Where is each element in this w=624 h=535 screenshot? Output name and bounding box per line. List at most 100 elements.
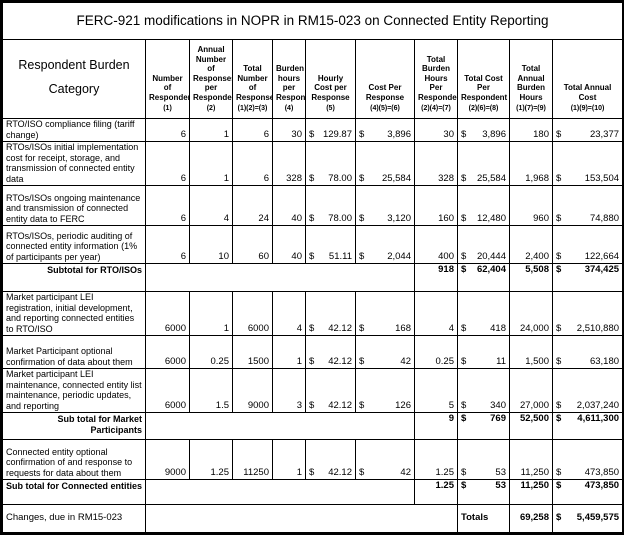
subtotal-row-connected-entities: Sub total for Connected entities 1.25 $5… [2, 479, 624, 505]
burden-hours-cell: 40 [272, 225, 306, 264]
dollar-sign: $ [359, 466, 365, 478]
annual-burden-hours-cell: 1,500 [509, 335, 553, 369]
total-cost-per-respondent-cell: $62,404 [457, 263, 510, 292]
burden-hours-cell: 3 [272, 368, 306, 413]
dollar-sign: $ [556, 480, 562, 491]
burden-hours-per-respondent-cell: 9 [414, 412, 458, 440]
subtotal-label: Subtotal for RTO/ISOs [2, 263, 146, 292]
responses-per-respondent-cell: 1.25 [189, 439, 233, 480]
table-title: FERC-921 modifications in NOPR in RM15-0… [1, 2, 624, 40]
annual-burden-hours-cell: 11,250 [509, 439, 553, 480]
dollar-sign: $ [556, 413, 562, 424]
column-header-responses-per-respondent: Annual Number of Responses per Responden… [189, 39, 233, 119]
hourly-cost-cell: $78.00 [305, 185, 356, 226]
column-header-burden-hours-per-respondent: Total Burden Hours Per Respondent (2)(4)… [414, 39, 458, 119]
table-row: Market Participant optional confirmation… [2, 335, 624, 369]
cost-per-response-cell: $25,584 [355, 141, 415, 186]
burden-hours-per-respondent-cell: 328 [414, 141, 458, 186]
cost-per-response-cell: $126 [355, 368, 415, 413]
burden-hours-per-respondent-cell: 0.25 [414, 335, 458, 369]
total-cost-per-respondent-cell: $340 [457, 368, 510, 413]
burden-hours-per-respondent-cell: 1.25 [414, 479, 458, 505]
responses-per-respondent-cell: 4 [189, 185, 233, 226]
burden-hours-cell: 1 [272, 439, 306, 480]
respondents-cell: 6000 [145, 291, 190, 336]
dollar-sign: $ [461, 480, 467, 491]
annual-cost-cell: $122,664 [551, 225, 624, 264]
dollar-sign: $ [556, 212, 562, 224]
total-responses-cell: 6000 [232, 291, 273, 336]
annual-cost-cell: $2,037,240 [551, 368, 624, 413]
empty-merged-cell [145, 263, 415, 292]
category-cell: Market participant LEI maintenance, conn… [2, 368, 146, 413]
header-row: Respondent Burden Category Number of Res… [2, 39, 624, 119]
annual-cost-cell: $374,425 [551, 263, 624, 292]
title-row: FERC-921 modifications in NOPR in RM15-0… [1, 2, 624, 40]
annual-cost-cell: $63,180 [551, 335, 624, 369]
dollar-sign: $ [359, 250, 365, 262]
total-responses-cell: 11250 [232, 439, 273, 480]
total-cost-per-respondent-cell: $11 [457, 335, 510, 369]
annual-burden-hours-cell: 180 [509, 118, 553, 142]
category-cell: Connected entity optional confirmation o… [2, 439, 146, 480]
category-cell: Market Participant optional confirmation… [2, 335, 146, 369]
burden-hours-per-respondent-cell: 400 [414, 225, 458, 264]
hourly-cost-cell: $42.12 [305, 368, 356, 413]
total-cost-per-respondent-cell: $418 [457, 291, 510, 336]
respondents-cell: 6 [145, 141, 190, 186]
dollar-sign: $ [556, 466, 562, 478]
burden-hours-cell: 4 [272, 291, 306, 336]
dollar-sign: $ [309, 399, 315, 411]
annual-cost-cell: $4,611,300 [551, 412, 624, 440]
annual-burden-hours-cell: 27,000 [509, 368, 553, 413]
annual-burden-hours-cell: 24,000 [509, 291, 553, 336]
empty-merged-cell [145, 479, 415, 505]
category-cell: Market participant LEI registration, ini… [2, 291, 146, 336]
dollar-sign: $ [461, 128, 467, 140]
dollar-sign: $ [556, 322, 562, 334]
column-header-total-cost-per-respondent: Total Cost Per Respondent (2)(6)=(8) [457, 39, 510, 119]
dollar-sign: $ [556, 511, 562, 523]
column-header-cost-per-response: Cost Per Response (4)(5)=(6) [355, 39, 415, 119]
dollar-sign: $ [461, 322, 467, 334]
burden-hours-per-respondent-cell: 918 [414, 263, 458, 292]
hourly-cost-cell: $129.87 [305, 118, 356, 142]
responses-per-respondent-cell: 1 [189, 118, 233, 142]
burden-hours-per-respondent-cell: 160 [414, 185, 458, 226]
dollar-sign: $ [461, 264, 467, 275]
empty-merged-cell [145, 412, 415, 440]
dollar-sign: $ [359, 355, 365, 367]
cost-per-response-cell: $42 [355, 335, 415, 369]
dollar-sign: $ [309, 466, 315, 478]
annual-cost-cell: $473,850 [551, 439, 624, 480]
annual-burden-hours-cell: 5,508 [509, 263, 553, 292]
dollar-sign: $ [309, 172, 315, 184]
burden-hours-per-respondent-cell: 1.25 [414, 439, 458, 480]
total-cost-per-respondent-cell: $20,444 [457, 225, 510, 264]
annual-cost-cell: $2,510,880 [551, 291, 624, 336]
annual-burden-hours-cell: 52,500 [509, 412, 553, 440]
column-header-total-responses: Total Number of Responses (1)(2)=(3) [232, 39, 273, 119]
respondents-cell: 6000 [145, 368, 190, 413]
hourly-cost-cell: $78.00 [305, 141, 356, 186]
dollar-sign: $ [461, 413, 467, 424]
hourly-cost-cell: $42.12 [305, 335, 356, 369]
dollar-sign: $ [309, 355, 315, 367]
cost-per-response-cell: $168 [355, 291, 415, 336]
table-row: RTOs/ISOs, periodic auditing of connecte… [2, 225, 624, 264]
subtotal-label: Sub total for Market Participants [2, 412, 146, 440]
total-cost-per-respondent-cell: $3,896 [457, 118, 510, 142]
column-header-hourly-cost: Hourly Cost per Response (5) [305, 39, 356, 119]
column-header-category: Respondent Burden Category [2, 39, 146, 119]
annual-burden-hours-cell: 1,968 [509, 141, 553, 186]
annual-cost-cell: $473,850 [551, 479, 624, 505]
dollar-sign: $ [556, 399, 562, 411]
table-row: RTOs/ISOs initial implementation cost fo… [2, 141, 624, 186]
dollar-sign: $ [359, 128, 365, 140]
dollar-sign: $ [461, 466, 467, 478]
burden-hours-cell: 40 [272, 185, 306, 226]
responses-per-respondent-cell: 10 [189, 225, 233, 264]
cost-per-response-cell: $3,120 [355, 185, 415, 226]
total-cost-per-respondent-cell: $53 [457, 479, 510, 505]
category-cell: RTOs/ISOs ongoing maintenance and transm… [2, 185, 146, 226]
